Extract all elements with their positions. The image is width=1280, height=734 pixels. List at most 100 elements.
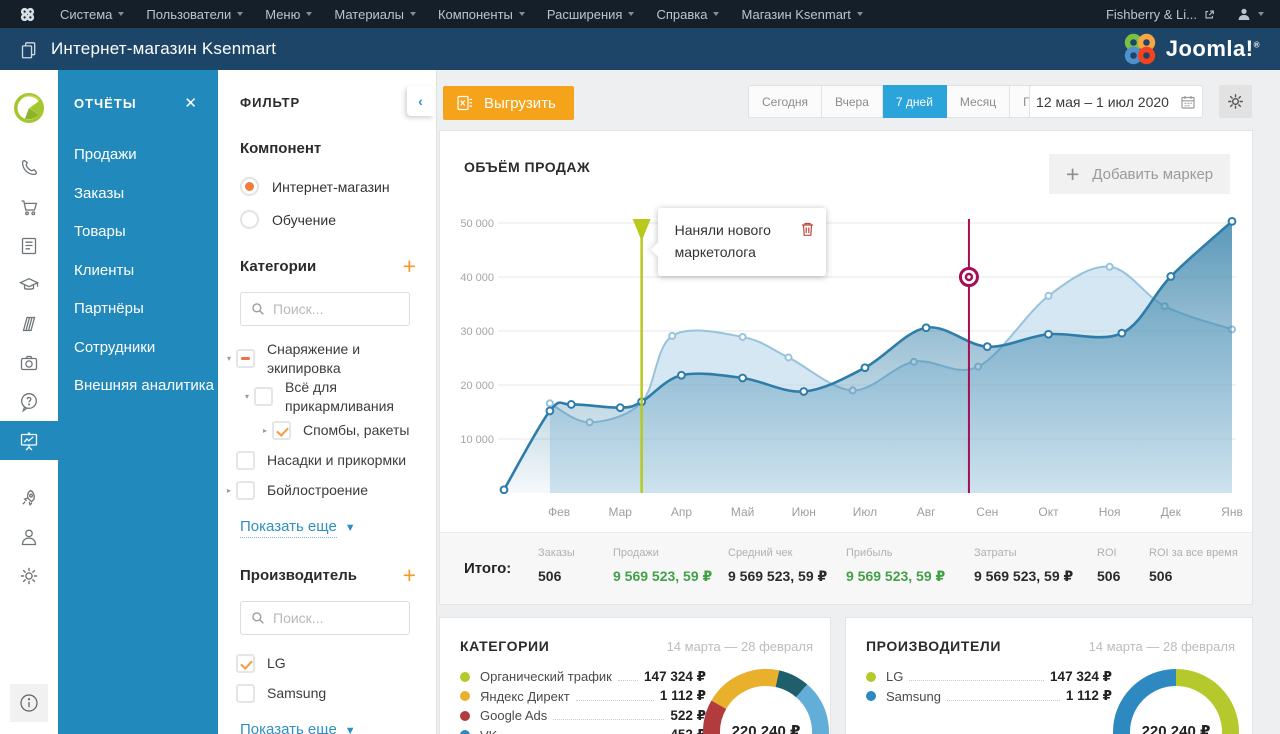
legend-value: 522 ₽ — [670, 707, 706, 723]
totals-column-value: 9 569 523, 59 ₽ — [728, 568, 828, 584]
joomla-wordmark: Joomla!® — [1165, 36, 1260, 61]
ksenmart-logo[interactable] — [0, 70, 58, 134]
info-icon — [20, 694, 38, 712]
tree-item[interactable]: ▸ Спомбы, ракеты — [218, 416, 436, 446]
manufacturer-searchbox[interactable] — [240, 600, 410, 635]
sidebar-item-продажи[interactable]: Продажи — [74, 146, 137, 163]
caret-down-icon — [409, 12, 416, 16]
collapse-filter-button[interactable]: ‹ — [407, 86, 434, 116]
rail-item-media[interactable] — [0, 343, 58, 382]
manufacturer-show-more-link[interactable]: Показать еще ▼ — [240, 721, 356, 734]
rail-item-phone[interactable] — [0, 148, 58, 187]
checkbox[interactable] — [236, 451, 255, 471]
sidebar-item-товары[interactable]: Товары — [74, 223, 126, 240]
checkbox[interactable] — [236, 654, 255, 674]
date-range-picker[interactable]: 12 мая – 1 июл 2020 — [1029, 85, 1203, 118]
education-icon — [18, 277, 40, 290]
categories-search-input[interactable] — [273, 301, 393, 317]
period-tab-7-дней[interactable]: 7 дней — [882, 85, 947, 118]
checkbox[interactable] — [254, 387, 273, 407]
sidebar-item-внешняя-аналитика[interactable]: Внешняя аналитика — [74, 377, 214, 394]
radio-icon — [240, 177, 259, 196]
user-menu[interactable] — [1237, 7, 1264, 21]
rail-item-orders[interactable] — [0, 226, 58, 265]
caret-down-icon — [237, 12, 244, 16]
checkbox[interactable] — [236, 349, 255, 369]
period-tab-Вчера[interactable]: Вчера — [822, 85, 883, 118]
excel-icon — [457, 95, 472, 111]
top-menu-item-материалы[interactable]: Материалы — [323, 0, 427, 28]
top-menu-item-меню[interactable]: Меню — [254, 0, 323, 28]
rail-item-education[interactable] — [0, 265, 58, 304]
radio-option[interactable]: Обучение — [240, 210, 436, 229]
close-icon[interactable]: ✕ — [184, 95, 198, 112]
add-manufacturer-icon[interactable]: + — [402, 561, 416, 588]
categories-searchbox[interactable] — [240, 292, 410, 326]
top-menu-item-магазин-ksenmart[interactable]: Магазин Ksenmart — [730, 0, 873, 28]
donut-chart — [1109, 665, 1243, 734]
donut-center-value: 220 240 ₽ — [1141, 723, 1211, 734]
tree-item[interactable]: Насадки и прикормки — [218, 446, 436, 476]
rail-item-catalog[interactable] — [0, 304, 58, 343]
tree-item[interactable]: ▾ Всё для прикармливания — [218, 378, 436, 416]
manufacturer-list: LG Samsung — [218, 649, 436, 709]
checkbox[interactable] — [272, 421, 291, 441]
totals-column-header: ROI за все время — [1149, 547, 1238, 559]
site-preview-link[interactable]: Fishberry & Li... — [1106, 7, 1215, 22]
joomla-mini-logo — [20, 7, 35, 22]
top-menu-item-расширения[interactable]: Расширения — [536, 0, 646, 28]
sidebar-item-заказы[interactable]: Заказы — [74, 184, 125, 202]
checkbox[interactable] — [236, 684, 255, 704]
rail-item-marketing[interactable] — [0, 478, 58, 517]
svg-text:Сен: Сен — [976, 505, 998, 519]
tree-item[interactable]: LG — [218, 649, 436, 679]
sidebar-item-сотрудники[interactable]: Сотрудники — [74, 338, 156, 356]
tree-item-label: LG — [267, 655, 286, 672]
clients-icon — [21, 529, 37, 545]
tree-item[interactable]: ▾ Снаряжение и экипировка — [218, 340, 436, 378]
checkbox[interactable] — [236, 481, 255, 501]
svg-text:Янв: Янв — [1221, 505, 1243, 519]
manufacturers-card: ПРОИЗВОДИТЕЛИ 14 марта — 28 февраля LG 147 … — [845, 617, 1253, 734]
dashboard-settings-button[interactable] — [1219, 85, 1252, 118]
tree-caret-icon[interactable]: ▾ — [226, 354, 231, 364]
tree-caret-icon[interactable]: ▾ — [244, 392, 249, 402]
export-button[interactable]: Выгрузить — [443, 86, 574, 120]
reports-list: Продажи Заказы Товары Клиенты Партнёры Сотруд… — [58, 136, 218, 406]
add-category-icon[interactable]: + — [402, 253, 416, 279]
legend-label: Органический трафик — [480, 669, 612, 685]
manufacturer-search-input[interactable] — [273, 609, 393, 626]
info-button[interactable] — [10, 684, 48, 722]
legend-dot — [866, 671, 876, 682]
tree-item[interactable]: ▸ Бойлостроение — [218, 476, 436, 506]
rail-item-analytics[interactable] — [0, 421, 58, 460]
period-tab-Сегодня[interactable]: Сегодня — [748, 85, 822, 118]
component-label: Компонент — [240, 140, 322, 157]
tree-caret-icon[interactable]: ▸ — [226, 486, 231, 496]
tree-item-label: Samsung — [267, 685, 327, 702]
top-menu-item-компоненты[interactable]: Компоненты — [427, 0, 536, 28]
rail-item-settings[interactable] — [0, 556, 58, 595]
topbar-right: Fishberry & Li... — [1106, 7, 1264, 22]
add-marker-button[interactable]: + Добавить маркер — [1049, 154, 1230, 194]
radio-option[interactable]: Интернет-магазин — [240, 177, 436, 196]
sales-volume-card: ОБЪЁМ ПРОДАЖ + Добавить маркер 10 000 20 … — [439, 130, 1253, 605]
tree-item[interactable]: Samsung — [218, 679, 436, 709]
period-tab-Месяц[interactable]: Месяц — [946, 85, 1011, 118]
rail-item-cart[interactable] — [0, 187, 58, 226]
rail-item-clients[interactable] — [0, 517, 58, 556]
card-header: КАТЕГОРИИ 14 марта — 28 февраля — [460, 638, 813, 654]
legend-label: VK — [480, 728, 497, 734]
component-section-header: Компонент — [240, 140, 416, 157]
top-menu-item-справка[interactable]: Справка — [645, 0, 730, 28]
filter-title: ФИЛЬТР — [240, 95, 301, 110]
rail-item-help[interactable] — [0, 382, 58, 421]
categories-show-more-link[interactable]: Показать еще ▼ — [240, 518, 356, 538]
sidebar-item-клиенты[interactable]: Клиенты — [74, 261, 135, 279]
delete-marker-button[interactable] — [800, 221, 815, 237]
top-menu-item-система[interactable]: Система — [49, 0, 135, 28]
sidebar-item-партнёры[interactable]: Партнёры — [74, 300, 144, 317]
top-menu-item-пользователи[interactable]: Пользователи — [135, 0, 254, 28]
tree-caret-icon[interactable]: ▸ — [262, 426, 267, 436]
svg-text:50 000: 50 000 — [460, 218, 494, 230]
